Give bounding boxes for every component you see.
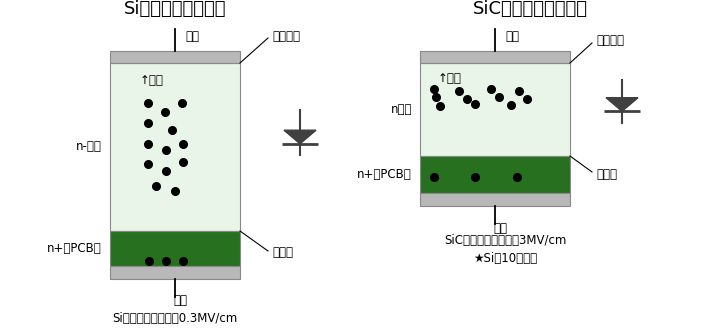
Text: n-型层: n-型层	[76, 140, 102, 154]
Text: Si肖特基势垒二极管: Si肖特基势垒二极管	[124, 0, 226, 18]
Bar	[420, 63, 570, 156]
Bar	[110, 51, 240, 63]
Text: ★Si的10倍左右: ★Si的10倍左右	[473, 253, 537, 265]
Text: ↑电子: ↑电子	[438, 71, 462, 84]
Text: 欧姆结: 欧姆结	[596, 167, 617, 180]
Bar	[110, 266, 240, 279]
Text: 阳极: 阳极	[185, 30, 199, 43]
Bar	[420, 193, 570, 206]
Text: n型层: n型层	[391, 103, 412, 116]
Bar	[420, 51, 570, 63]
Text: n+型PCB板: n+型PCB板	[48, 242, 102, 255]
Text: 欧姆结: 欧姆结	[272, 247, 293, 260]
Text: SiC的绝缘击穿场强：3MV/cm: SiC的绝缘击穿场强：3MV/cm	[444, 234, 566, 248]
Text: 阳极: 阳极	[505, 30, 519, 43]
Bar	[110, 231, 240, 266]
Text: 阴极: 阴极	[493, 221, 507, 234]
Text: SiC肖特基势垒二极管: SiC肖特基势垒二极管	[472, 0, 587, 18]
Bar	[110, 63, 240, 231]
Text: ↑电子: ↑电子	[140, 74, 164, 87]
Bar	[420, 156, 570, 193]
Text: 阴极: 阴极	[173, 295, 187, 307]
Text: 肖特基结: 肖特基结	[272, 29, 300, 42]
Polygon shape	[606, 98, 638, 111]
Text: n+型PCB板: n+型PCB板	[357, 168, 412, 181]
Polygon shape	[284, 130, 316, 144]
Text: Si的绝缘击穿场强：0.3MV/cm: Si的绝缘击穿场强：0.3MV/cm	[112, 312, 238, 325]
Text: 肖特基结: 肖特基结	[596, 34, 624, 48]
